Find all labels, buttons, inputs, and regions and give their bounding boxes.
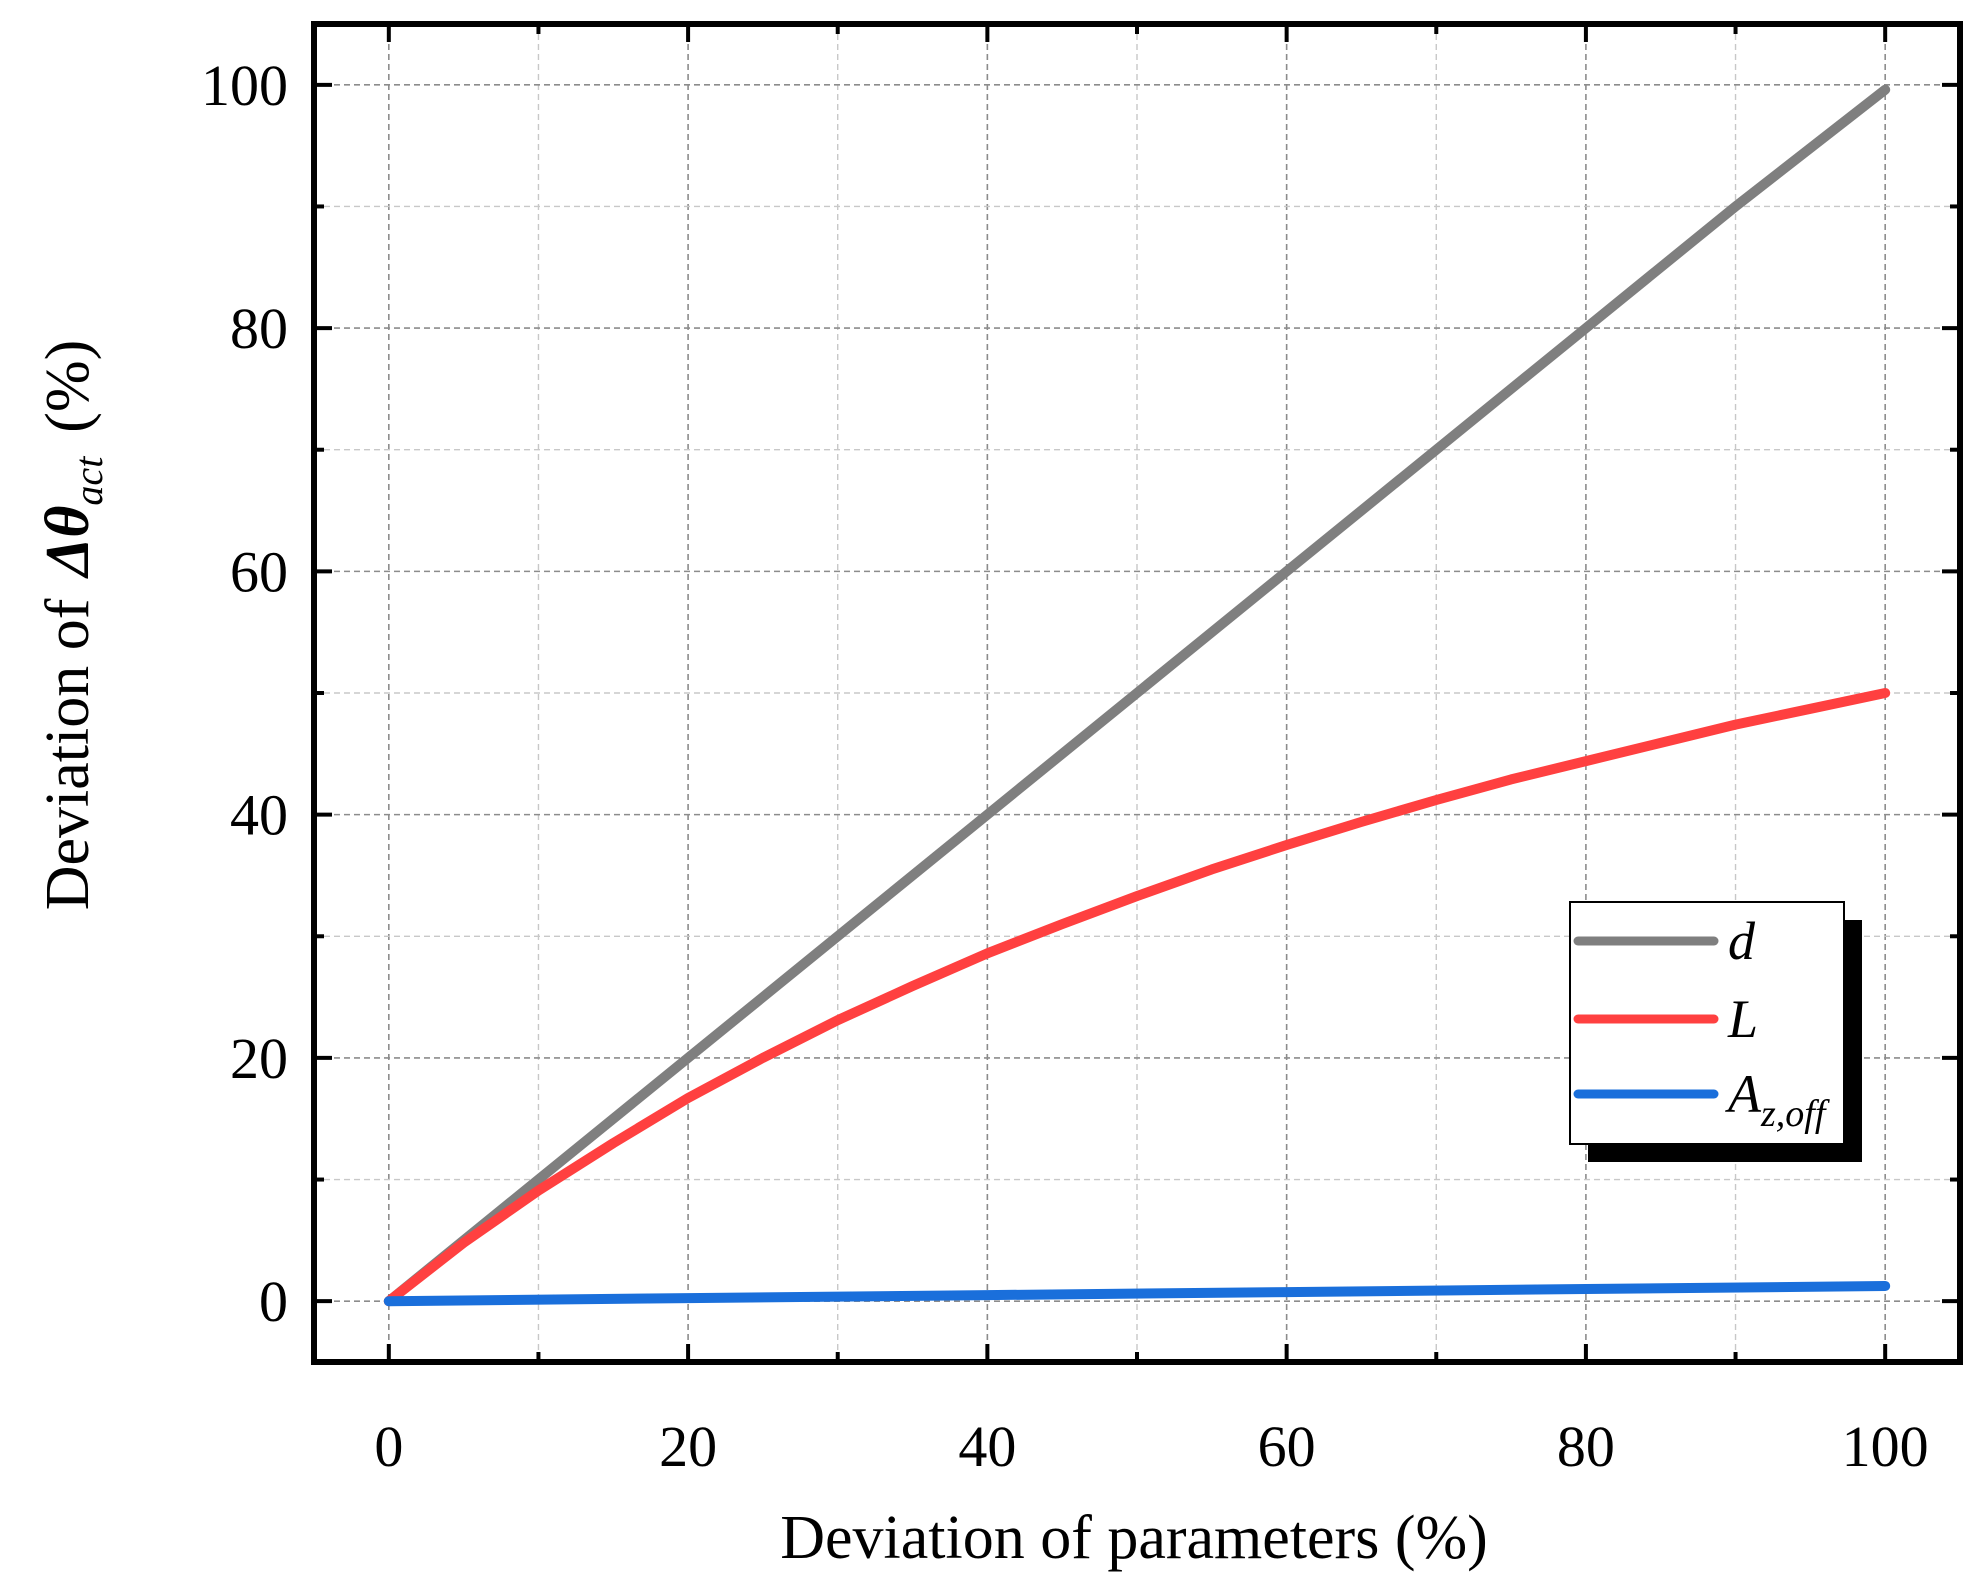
axis-ticks: 0 20 40 60 80 100 0 20 40 60 80 100 <box>201 24 1960 1479</box>
y-axis-title-suffix: (%) <box>34 340 102 433</box>
grid <box>314 24 1960 1362</box>
legend-label-main: L <box>1727 989 1758 1049</box>
y-tick-label: 20 <box>230 1026 288 1091</box>
y-axis-title-symbol: Δθ <box>34 506 102 580</box>
x-tick-label: 60 <box>1258 1414 1316 1479</box>
legend-label-1: L <box>1727 989 1758 1049</box>
legend-label-2: Az,off <box>1725 1064 1830 1135</box>
x-tick-label: 100 <box>1842 1414 1929 1479</box>
legend-label-main: A <box>1725 1064 1762 1124</box>
x-axis-title: Deviation of parameters (%) <box>780 1504 1488 1572</box>
x-tick-label: 20 <box>659 1414 717 1479</box>
y-tick-label: 100 <box>201 53 288 118</box>
legend-label-0: d <box>1728 911 1756 971</box>
y-tick-label: 60 <box>230 539 288 604</box>
series-line-0 <box>383 84 1891 1307</box>
x-tick-label: 40 <box>958 1414 1016 1479</box>
y-axis-title: Deviation of Δθact (%) <box>34 340 111 911</box>
y-tick-label: 40 <box>230 783 288 848</box>
y-axis-title-subscript: act <box>66 456 111 506</box>
x-tick-label: 80 <box>1557 1414 1615 1479</box>
y-tick-label: 0 <box>259 1269 288 1334</box>
series-line-1 <box>383 688 1891 1307</box>
x-tick-label: 0 <box>374 1414 403 1479</box>
legend-label-subscript: z,off <box>1760 1093 1830 1135</box>
y-tick-label: 80 <box>230 296 288 361</box>
y-axis-title-prefix: Deviation of <box>34 598 102 910</box>
legend-label-main: d <box>1728 911 1756 971</box>
series-line-2 <box>383 1281 1891 1307</box>
series-lines <box>383 84 1891 1307</box>
